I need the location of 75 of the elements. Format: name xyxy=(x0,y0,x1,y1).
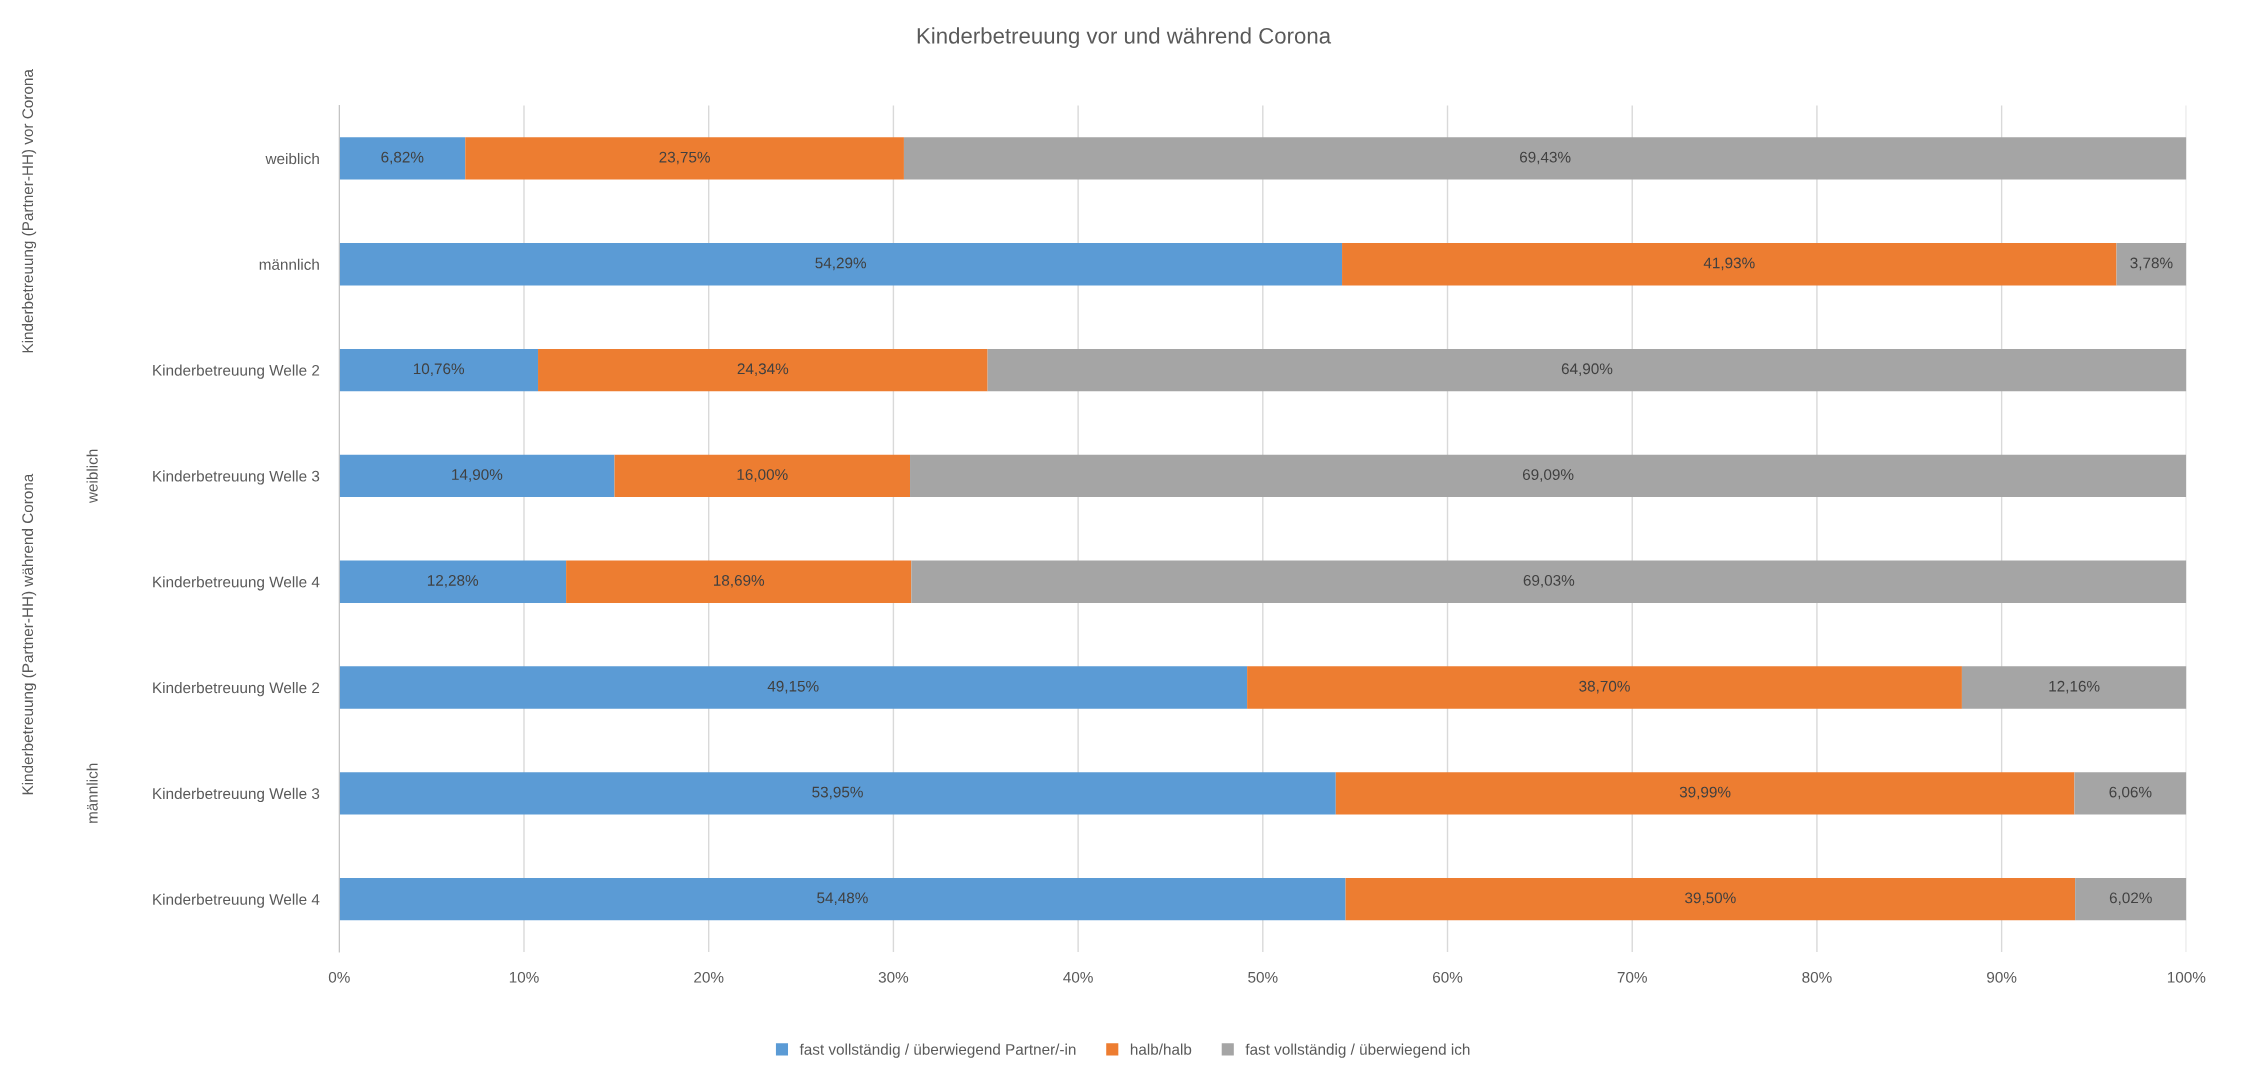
data-label: 23,75% xyxy=(659,151,710,165)
bar xyxy=(339,560,567,603)
bar xyxy=(339,243,1343,286)
y-tick-label: männlich xyxy=(259,258,319,270)
bar xyxy=(910,454,2187,498)
y-tick-label: Kinderbetreuung Welle 2 xyxy=(153,681,320,697)
bar xyxy=(339,772,1336,815)
bar xyxy=(614,454,911,498)
bar xyxy=(2116,243,2187,286)
bar xyxy=(1335,772,2075,815)
data-label: 39,99% xyxy=(1679,786,1731,800)
bar xyxy=(566,560,912,603)
y-tick-label: Kinderbetreuung Welle 3 xyxy=(153,787,320,803)
data-label: 12,16% xyxy=(2049,680,2100,694)
text: Kinderbetreuung (Partner-HH) während Corona xyxy=(21,473,37,795)
data-label: 69,09% xyxy=(1522,469,1574,482)
x-tick-label: 100% xyxy=(2167,971,2206,983)
y-tick-label: Kinderbetreuung Welle 2 xyxy=(153,364,320,379)
data-label: 16,00% xyxy=(737,469,788,482)
bar xyxy=(538,348,988,392)
legend-label: fast vollständig / überwiegend Partner/-in xyxy=(799,1043,1076,1058)
data-label: 18,69% xyxy=(713,575,765,588)
data-label: 69,43% xyxy=(1520,151,1571,165)
x-tick-label: 30% xyxy=(878,971,909,983)
data-label: 38,70% xyxy=(1579,680,1630,694)
x-tick-label: 90% xyxy=(1987,971,2017,983)
data-label: 6,06% xyxy=(2109,786,2152,800)
bar xyxy=(1342,243,2117,286)
data-label: 6,82% xyxy=(381,151,424,165)
x-tick-label: 0% xyxy=(328,971,350,983)
y-tick-label: Kinderbetreuung Welle 4 xyxy=(153,576,320,591)
x-tick-label: 50% xyxy=(1248,971,1278,983)
bar xyxy=(1961,666,2187,709)
y-tick-label: Kinderbetreuung Welle 4 xyxy=(153,893,320,908)
x-tick-label: 20% xyxy=(694,971,724,983)
data-label: 14,90% xyxy=(452,469,503,482)
text: männlich xyxy=(86,763,98,823)
legend-label: fast vollständig / überwiegend ich xyxy=(1245,1043,1470,1058)
data-label: 3,78% xyxy=(2130,257,2173,271)
chart-title: Kinderbetreuung vor und während Corona xyxy=(917,27,1332,49)
data-label: 54,29% xyxy=(815,257,867,271)
bar xyxy=(987,348,2187,392)
bar xyxy=(339,454,615,498)
legend-label: halb/halb xyxy=(1130,1043,1192,1055)
bar xyxy=(2074,772,2187,815)
data-label: 6,02% xyxy=(2109,892,2152,906)
bar xyxy=(1247,666,1962,709)
text: Kinderbetreuung (Partner-HH) vor Corona xyxy=(21,69,37,353)
data-label: 53,95% xyxy=(812,786,863,800)
data-label: 69,03% xyxy=(1523,575,1575,588)
data-label: 10,76% xyxy=(413,363,465,376)
y-tick-label: Kinderbetreuung Welle 3 xyxy=(153,470,320,485)
x-tick-label: 70% xyxy=(1617,971,1647,983)
bar xyxy=(465,137,904,180)
bar xyxy=(2075,878,2187,921)
x-tick-label: 40% xyxy=(1063,971,1093,983)
data-label: 49,15% xyxy=(767,680,819,694)
data-label: 12,28% xyxy=(427,575,479,588)
x-tick-label: 60% xyxy=(1433,971,1463,983)
bar xyxy=(339,348,539,392)
bar xyxy=(903,137,2187,180)
x-tick-label: 10% xyxy=(509,971,539,983)
y-tick-label: weiblich xyxy=(265,152,319,165)
bar xyxy=(911,560,2187,603)
text: weiblich xyxy=(86,449,98,504)
bar xyxy=(339,878,1346,921)
data-label: 41,93% xyxy=(1703,257,1755,271)
data-label: 54,48% xyxy=(817,892,868,906)
bar xyxy=(339,666,1248,709)
x-tick-label: 80% xyxy=(1802,971,1832,983)
data-label: 24,34% xyxy=(737,363,789,376)
data-label: 39,50% xyxy=(1685,892,1736,906)
bar xyxy=(1345,878,2076,921)
bar xyxy=(339,137,466,180)
data-label: 64,90% xyxy=(1561,363,1613,376)
